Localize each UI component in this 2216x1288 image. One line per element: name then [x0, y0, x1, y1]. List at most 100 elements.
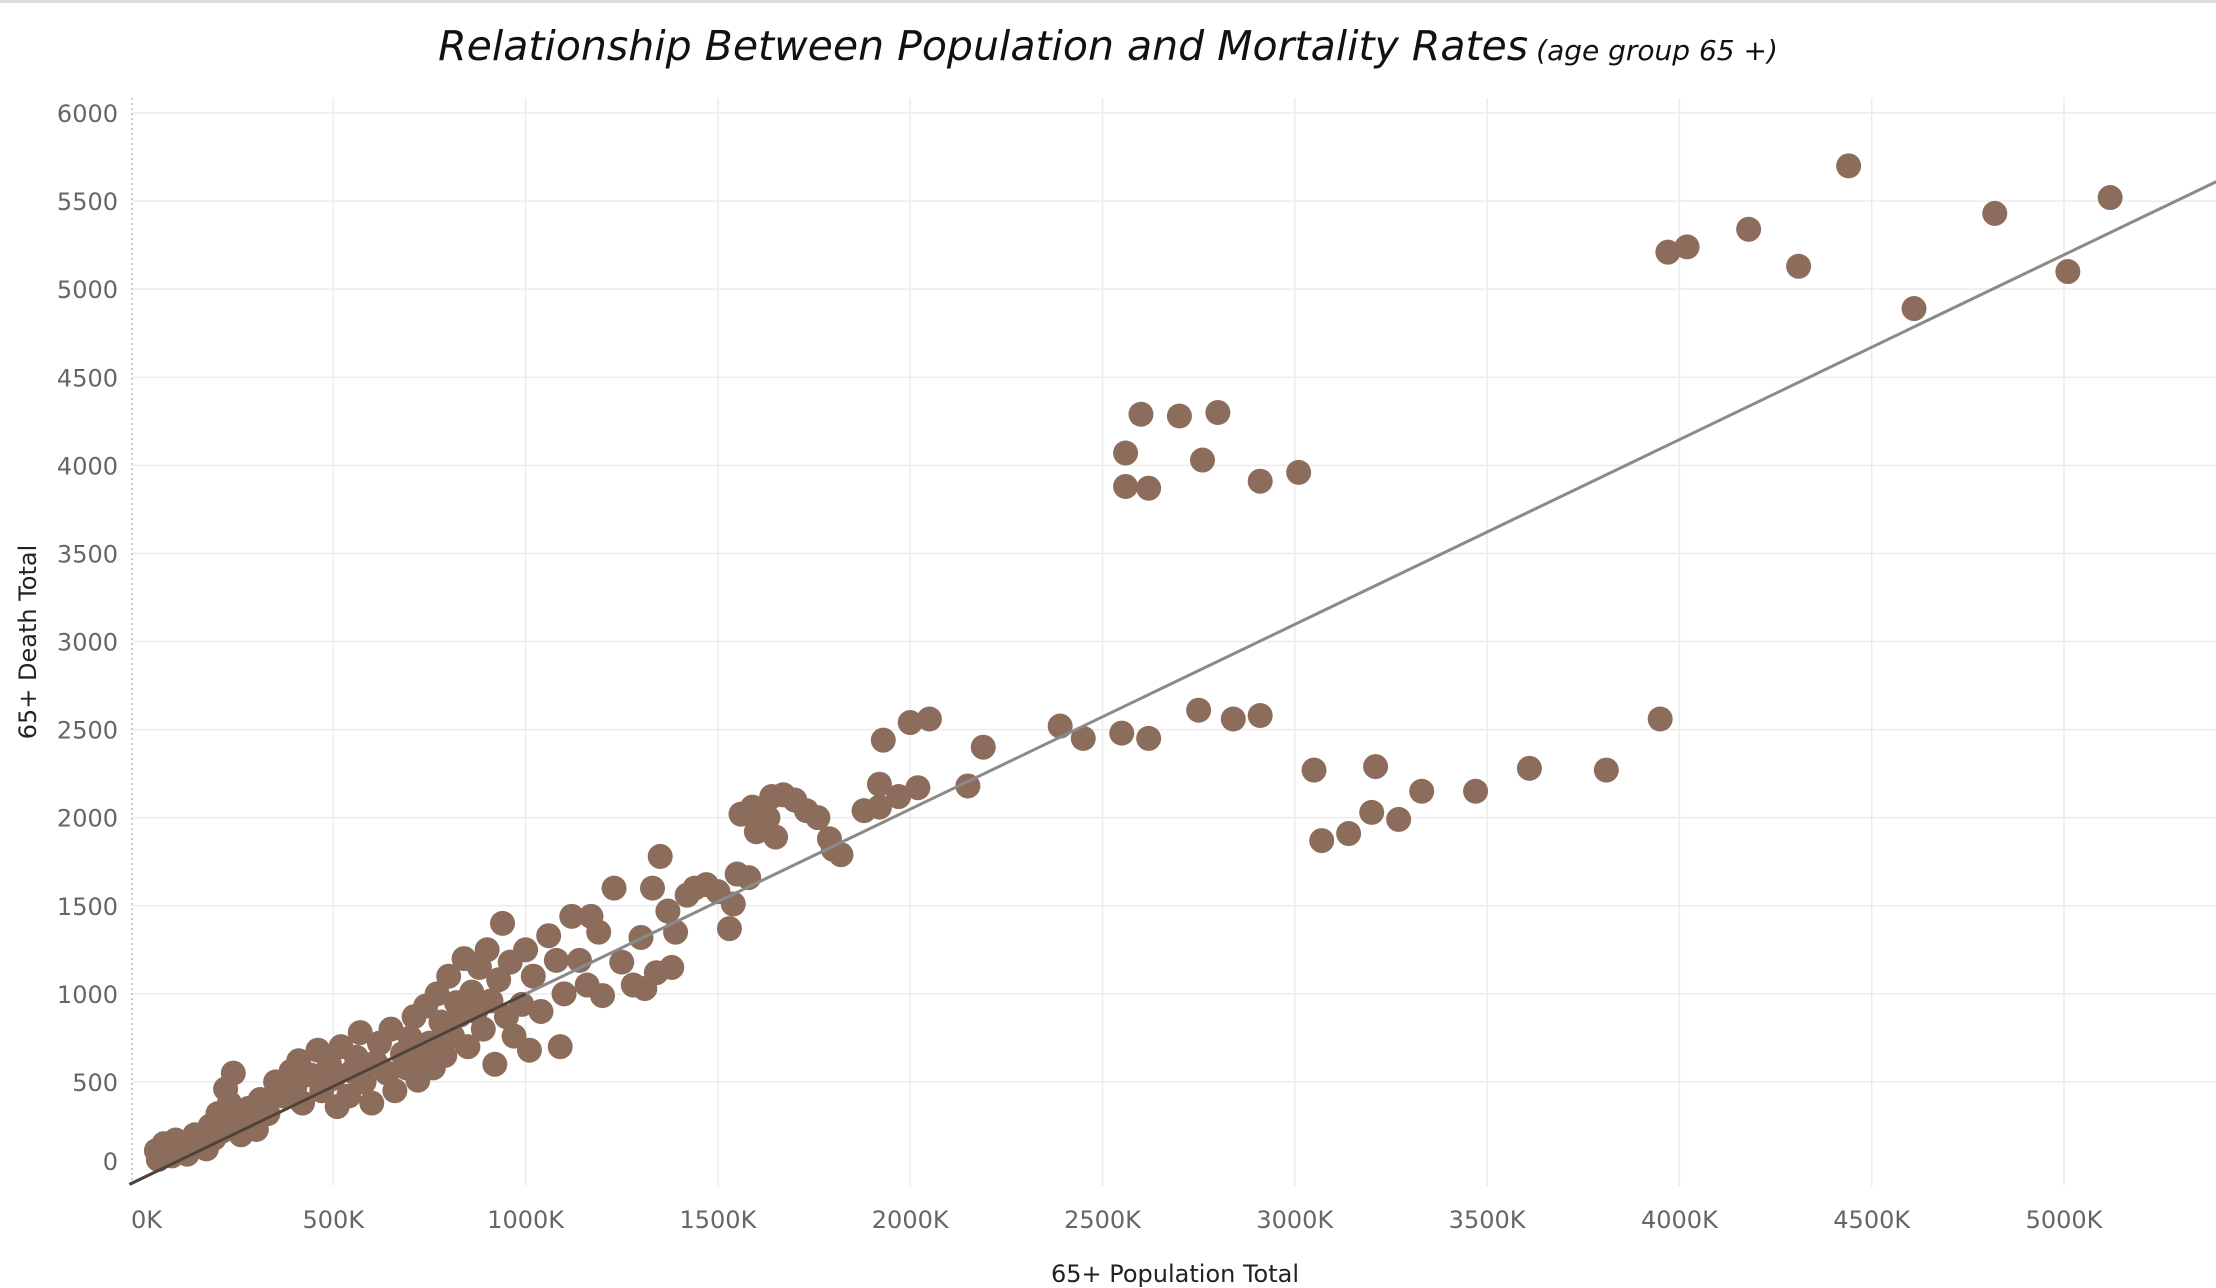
data-point	[1113, 473, 1139, 499]
data-point	[1655, 239, 1681, 265]
x-tick-label: 2000K	[872, 1206, 950, 1234]
data-point	[516, 1037, 542, 1063]
data-point	[470, 1016, 496, 1042]
data-point	[1359, 799, 1385, 825]
data-point	[397, 1025, 423, 1051]
data-point	[543, 947, 569, 973]
data-point	[659, 954, 685, 980]
data-point	[1070, 725, 1096, 751]
data-point	[1674, 234, 1700, 260]
data-point	[1836, 153, 1862, 179]
x-tick-label: 500K	[303, 1206, 366, 1234]
y-tick-label: 5500	[57, 188, 118, 216]
data-point	[520, 963, 546, 989]
data-point	[459, 979, 485, 1005]
x-axis-title: 65+ Population Total	[1051, 1260, 1299, 1288]
data-point	[1901, 296, 1927, 322]
y-tick-label: 6000	[57, 100, 118, 128]
data-point	[424, 981, 450, 1007]
data-point	[1128, 401, 1154, 427]
data-point	[2097, 185, 2123, 211]
data-point	[528, 998, 554, 1024]
data-point	[1247, 702, 1273, 728]
data-point	[482, 1051, 508, 1077]
data-point	[866, 771, 892, 797]
chart-title: Relationship Between Population and Mort…	[438, 22, 1529, 70]
data-point	[474, 937, 500, 963]
data-point	[220, 1060, 246, 1086]
data-point	[1301, 757, 1327, 783]
data-point	[647, 843, 673, 869]
data-point	[343, 1044, 369, 1070]
data-point	[716, 916, 742, 942]
top-border	[0, 0, 2216, 3]
data-point	[455, 1034, 481, 1060]
data-point	[1982, 200, 2008, 226]
data-point	[436, 963, 462, 989]
data-point	[1363, 754, 1389, 780]
x-tick-label: 1500K	[679, 1206, 757, 1234]
y-tick-label: 1000	[57, 981, 118, 1009]
data-point	[1736, 216, 1762, 242]
axes: 0K 500K 1000K 1500K 2000K 2500K 3000K 3500K 4000…	[57, 98, 2104, 1234]
data-point	[1336, 821, 1362, 847]
data-point	[590, 983, 616, 1009]
x-tick-label: 4500K	[1833, 1206, 1911, 1234]
data-point	[640, 875, 666, 901]
data-point	[586, 919, 612, 945]
y-tick-label: 500	[72, 1069, 118, 1097]
y-tick-label: 2500	[57, 717, 118, 745]
data-point	[1247, 468, 1273, 494]
y-tick-label: 4500	[57, 364, 118, 392]
data-point	[1113, 440, 1139, 466]
y-tick-label: 1500	[57, 893, 118, 921]
trend-line-layer	[128, 180, 2216, 1186]
data-point	[2055, 259, 2081, 285]
data-point	[828, 842, 854, 868]
data-point	[886, 784, 912, 810]
data-point	[1647, 706, 1673, 732]
data-point	[609, 949, 635, 975]
data-point	[970, 734, 996, 760]
data-point	[1463, 778, 1489, 804]
y-tick-label: 0	[103, 1148, 118, 1176]
data-point	[382, 1078, 408, 1104]
data-point	[763, 824, 789, 850]
data-point	[486, 967, 512, 993]
y-tick-label: 4000	[57, 452, 118, 480]
data-point	[1109, 720, 1135, 746]
y-tick-label: 3500	[57, 540, 118, 568]
data-point	[359, 1090, 385, 1116]
data-point	[897, 710, 923, 736]
data-point	[805, 805, 831, 831]
data-point	[1309, 828, 1335, 854]
data-point	[547, 1034, 573, 1060]
y-axis-title: 65+ Death Total	[14, 545, 42, 740]
data-point	[655, 898, 681, 924]
data-point	[755, 805, 781, 831]
chart-title-block: Relationship Between Population and Mort…	[0, 22, 2216, 70]
data-point	[1205, 399, 1231, 425]
data-point	[1047, 713, 1073, 739]
data-point	[513, 937, 539, 963]
data-point	[1189, 447, 1215, 473]
data-point	[1166, 403, 1192, 429]
data-point	[551, 981, 577, 1007]
x-tick-label: 3000K	[1256, 1206, 1334, 1234]
data-point	[1220, 706, 1246, 732]
data-point	[490, 910, 516, 936]
data-point	[559, 903, 585, 929]
data-point	[916, 706, 942, 732]
data-point	[536, 923, 562, 949]
data-point	[1386, 806, 1412, 832]
data-point	[378, 1016, 404, 1042]
x-tick-label: 2500K	[1064, 1206, 1142, 1234]
data-point	[866, 794, 892, 820]
chart-subtitle: (age group 65 +)	[1536, 34, 1778, 67]
trend-line-overlap	[128, 992, 527, 1186]
y-tick-label: 5000	[57, 276, 118, 304]
x-tick-label: 1000K	[487, 1206, 565, 1234]
y-tick-label: 2000	[57, 805, 118, 833]
data-points	[143, 153, 2123, 1172]
data-point	[432, 1042, 458, 1068]
